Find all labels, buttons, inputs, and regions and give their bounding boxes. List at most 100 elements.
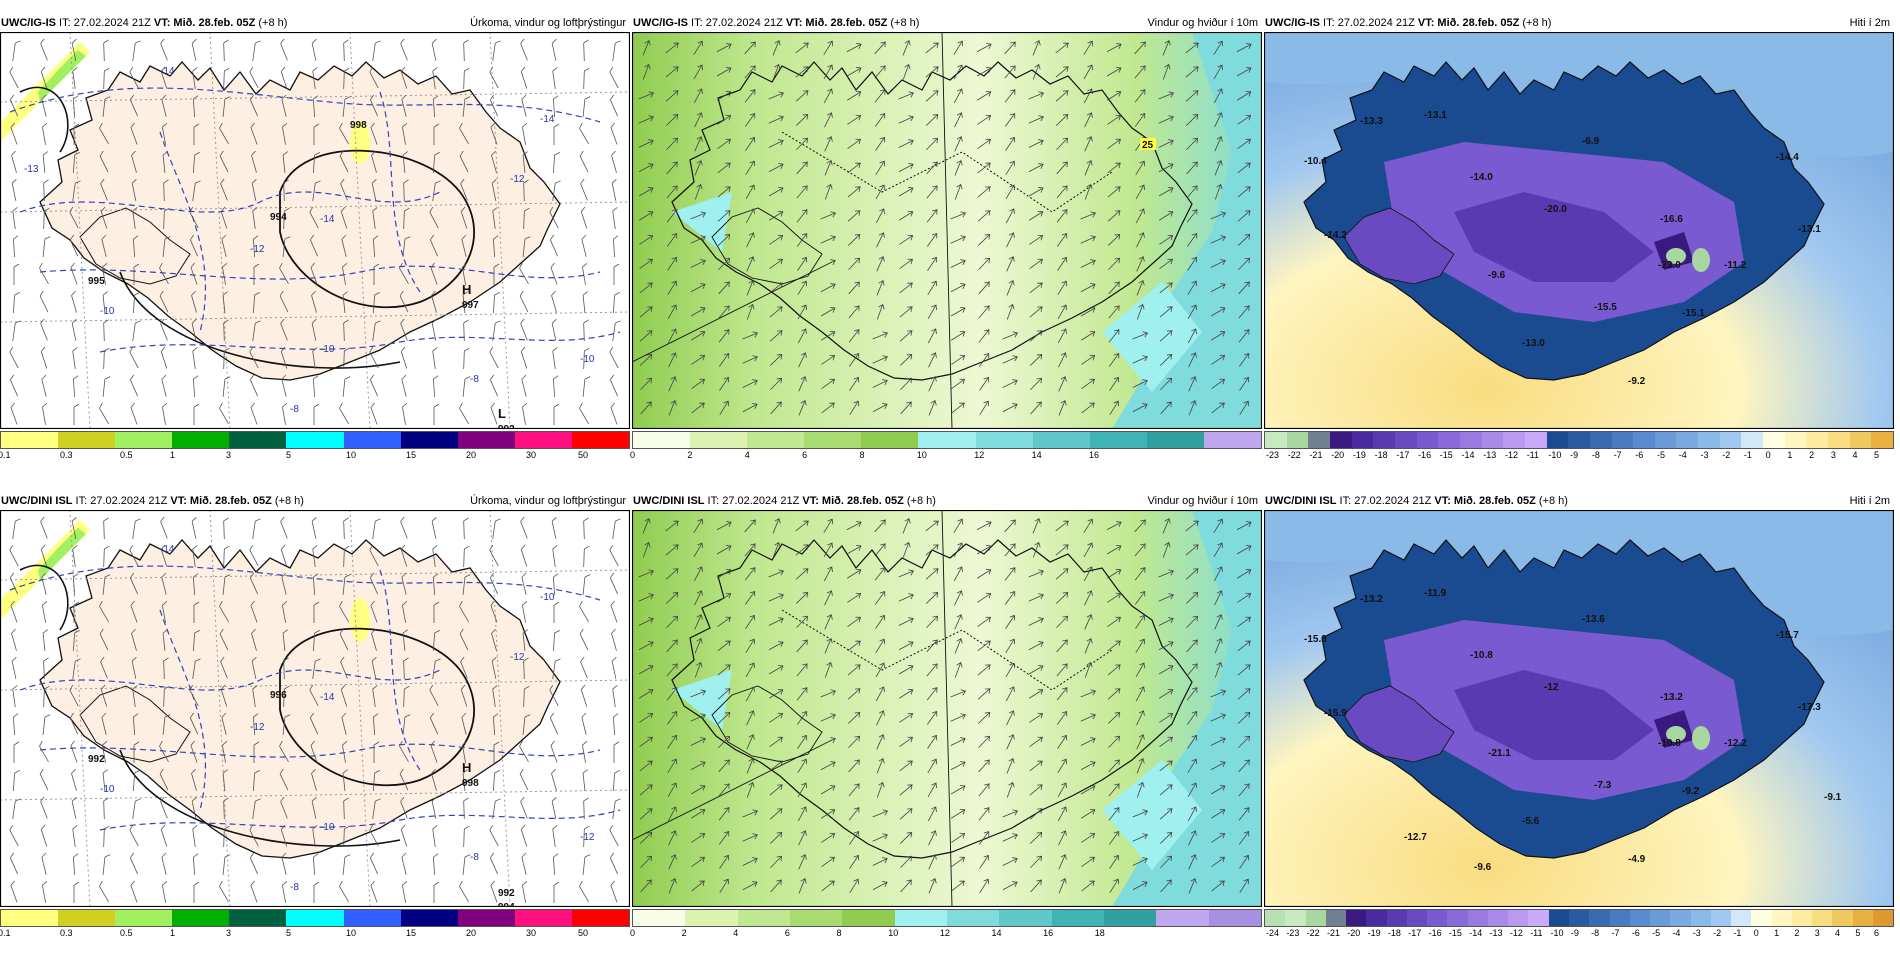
wind-arrow bbox=[1187, 328, 1197, 344]
colorbar-tick-label: 1 bbox=[1774, 928, 1780, 938]
wind-arrow bbox=[978, 735, 991, 749]
temp-value-label: -12 bbox=[1544, 682, 1559, 693]
wind-barb bbox=[12, 207, 18, 229]
wind-arrow bbox=[1028, 139, 1044, 148]
wind-barb bbox=[40, 318, 48, 341]
wind-arrow bbox=[978, 305, 990, 319]
wind-arrow bbox=[667, 280, 678, 295]
field-title: Vindur og hviður í 10m bbox=[1147, 495, 1258, 507]
colorbar-swatch bbox=[946, 910, 1000, 926]
wind-barb bbox=[342, 741, 348, 763]
wind-arrow bbox=[639, 306, 653, 318]
wind-arrow bbox=[1238, 783, 1250, 797]
wind-barb bbox=[339, 150, 349, 173]
wind-arrow bbox=[977, 616, 992, 628]
wind-barb bbox=[519, 262, 529, 284]
wind-speed-area bbox=[1102, 760, 1202, 870]
wind-arrow bbox=[1210, 785, 1226, 795]
wind-arrow bbox=[717, 90, 732, 101]
wind-arrow bbox=[1107, 711, 1121, 724]
wind-barb bbox=[279, 740, 289, 762]
wind-arrow bbox=[899, 808, 913, 820]
wind-barb bbox=[492, 770, 501, 792]
wind-barb bbox=[312, 853, 319, 876]
wind-arrow bbox=[639, 784, 653, 796]
wind-arrow bbox=[797, 734, 808, 749]
colorbar-tick-label: -12 bbox=[1509, 928, 1523, 938]
wind-barb bbox=[9, 94, 19, 117]
wind-barb bbox=[100, 206, 108, 229]
wind-arrow bbox=[1210, 307, 1226, 317]
panel-header: UWC/DINI ISL IT: 27.02.2024 21Z VT: Mið.… bbox=[1264, 492, 1894, 510]
wind-barb bbox=[70, 740, 78, 763]
pressure-label: 992 bbox=[498, 888, 515, 899]
wind-arrow bbox=[1109, 854, 1120, 869]
wind-barb bbox=[402, 601, 408, 623]
wind-arrow bbox=[823, 518, 834, 533]
wind-arrow bbox=[1028, 593, 1044, 602]
wind-arrow bbox=[796, 161, 808, 175]
wind-barb bbox=[612, 320, 621, 341]
wind-arrow bbox=[874, 590, 886, 605]
wind-arrow bbox=[1028, 187, 1044, 197]
wind-arrow bbox=[1185, 66, 1199, 78]
wind-barb bbox=[462, 574, 471, 595]
wind-barb bbox=[612, 40, 621, 61]
wind-arrow bbox=[876, 303, 885, 320]
wind-barb bbox=[132, 40, 141, 61]
temp-contour-label: -12 bbox=[580, 832, 595, 843]
wind-arrow bbox=[1214, 183, 1223, 200]
pressure-label: 997 bbox=[462, 300, 479, 311]
colorbar-tick-label: -24 bbox=[1266, 928, 1280, 938]
wind-arrow bbox=[1055, 66, 1069, 78]
map-temp: -13.2-11.9-15.3-10.8-13.6-15.7-13.2-17.3… bbox=[1264, 510, 1894, 907]
wind-arrow bbox=[795, 591, 809, 604]
wind-barb bbox=[219, 402, 229, 424]
wind-barb bbox=[283, 179, 289, 202]
wind-arrow bbox=[1136, 303, 1145, 320]
wind-arrow bbox=[876, 757, 885, 774]
wind-barb bbox=[73, 601, 80, 623]
wind-arrow bbox=[1028, 665, 1044, 675]
wind-arrow bbox=[666, 663, 678, 677]
wind-arrow bbox=[875, 638, 886, 653]
wind-barb bbox=[252, 40, 261, 61]
colorbar-swatch bbox=[400, 432, 458, 448]
wind-arrow bbox=[1080, 259, 1096, 268]
wind-barb bbox=[401, 572, 407, 595]
wind-arrow bbox=[1107, 186, 1121, 198]
colorbar-swatch bbox=[737, 910, 790, 926]
wind-arrow bbox=[742, 379, 758, 388]
wind-arrow bbox=[768, 91, 785, 100]
wind-arrow bbox=[1136, 781, 1145, 798]
temp-contour-label: -10 bbox=[320, 822, 335, 833]
wind-barb bbox=[131, 150, 137, 173]
wind-arrow bbox=[693, 518, 704, 533]
wind-barb bbox=[432, 95, 439, 118]
wind-arrow bbox=[1005, 184, 1015, 200]
temp-contour bbox=[159, 609, 207, 811]
wind-barb bbox=[552, 573, 559, 596]
wind-arrow bbox=[639, 760, 653, 772]
colorbar-swatch bbox=[1806, 432, 1829, 448]
wind-arrow bbox=[639, 712, 654, 723]
colorbar-swatch bbox=[115, 432, 173, 448]
wind-arrow bbox=[1107, 688, 1121, 700]
wind-arrow bbox=[1134, 567, 1146, 581]
wind-barb bbox=[611, 150, 617, 173]
wind-arrow bbox=[1057, 280, 1068, 295]
wind-arrow bbox=[770, 879, 782, 893]
wind-barb bbox=[610, 402, 618, 425]
wind-barb bbox=[583, 67, 590, 90]
wind-barb bbox=[462, 854, 471, 875]
wind-barb bbox=[252, 713, 259, 736]
wind-arrow bbox=[1108, 305, 1120, 319]
wind-arrow bbox=[1136, 232, 1145, 248]
wind-arrow bbox=[848, 735, 861, 749]
wind-barb bbox=[489, 824, 499, 847]
wind-arrow bbox=[1186, 639, 1198, 653]
wind-arrow bbox=[1005, 662, 1015, 678]
wind-barb bbox=[129, 94, 139, 117]
wind-arrow bbox=[1186, 232, 1198, 247]
wind-arrow bbox=[954, 183, 963, 200]
